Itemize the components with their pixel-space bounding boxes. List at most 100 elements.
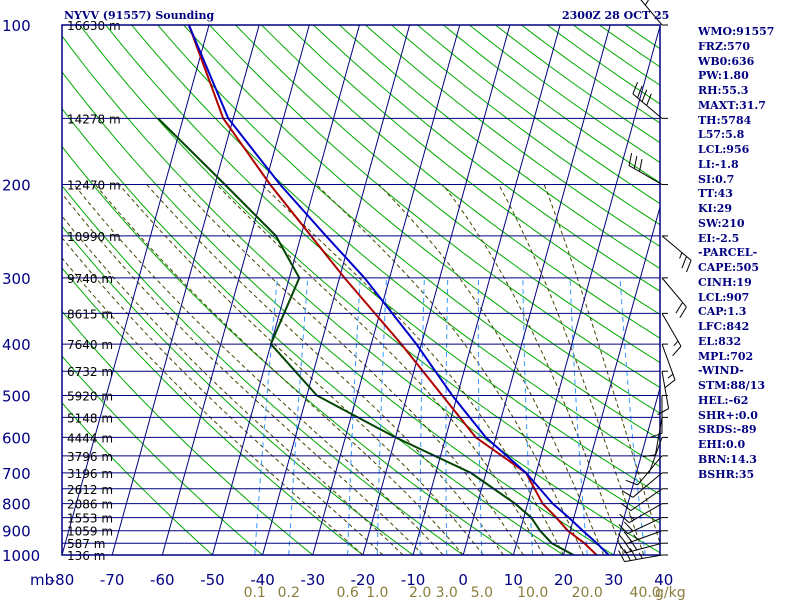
index-item: LI:-1.8 [698,157,739,171]
mixing-ratio-label: 5.0 [471,585,493,600]
mixing-ratio-line [376,277,387,555]
pressure-tick-label: 1000 [2,547,40,565]
wind-barb [640,0,668,26]
mixing-ratio-line [419,277,425,555]
temp-tick-label: 40 [654,571,673,589]
moist-adiabat-line [146,184,504,555]
height-label: 12470 m [67,179,121,193]
index-item: WB0:636 [698,54,755,68]
isotherm-line [111,25,260,555]
height-label: 1059 m [67,525,113,539]
pressure-tick-label: 400 [2,336,31,354]
mixing-ratio-label: 0.2 [278,585,300,600]
isotherm-line [312,25,461,555]
barb-staff [648,437,663,474]
index-item: CAP:1.3 [698,305,747,319]
index-item: WMO:91557 [698,25,775,38]
wind-barb [618,548,668,563]
barb-flag [644,0,649,6]
height-label: 10990 m [67,230,121,244]
wind-barb [661,312,682,357]
wind-barb [649,394,668,438]
isotherm-line [563,205,660,555]
wind-barb [661,343,676,389]
plot-frame [61,24,661,556]
index-item: SI:0.7 [698,172,735,186]
pressure-tick-label: 100 [2,17,31,35]
index-item: L57:5.8 [698,128,745,142]
index-item: CINH:19 [698,275,752,289]
barb-flag [624,549,631,561]
index-item: -WIND- [698,364,744,378]
barb-half-flag [679,252,683,259]
barb-flag [633,156,638,169]
moist-adiabat-line [118,184,484,555]
isotherm-line [262,25,411,555]
moist-adiabat-line [543,184,660,545]
pressure-tick-label: 500 [2,387,31,405]
moist-adiabat-line [498,184,645,555]
wind-barb [628,153,668,186]
barb-flag [623,531,633,543]
height-label: 3196 m [67,467,113,481]
wind-barb [619,503,668,524]
index-item: SRDS:-89 [698,423,757,437]
barb-flag [641,89,648,102]
barb-staff [661,235,692,261]
station-title: NYVV (91557) Sounding [64,9,215,22]
index-item: SW:210 [698,216,745,230]
index-item: EI:-2.5 [698,231,740,245]
mixing-ratio-label: 0.1 [244,585,266,600]
temp-tick-label: 30 [604,571,623,589]
index-item: LCL:956 [698,143,750,156]
barb-flag [642,454,656,458]
barb-flag [618,550,626,562]
barb-staff [624,554,663,563]
stability-indices: WMO:91557 FRZ:570 WB0:636 PW:1.80 RH:55.3 MAX… [698,25,774,482]
isotherm-line [211,25,360,555]
wind-barbs [617,0,692,563]
index-item: PW:1.80 [698,69,749,83]
barb-staff [628,165,663,185]
barb-staff [661,313,682,347]
pressure-tick-label: 800 [2,496,31,514]
wind-barb [636,436,668,474]
barb-flag [618,524,628,534]
barb-staff [632,472,663,498]
height-label: 2086 m [67,498,113,512]
moist-adiabat-line [94,184,464,555]
barb-staff [661,277,687,308]
temp-tick-label: -40 [250,571,275,589]
barb-staff [630,488,663,511]
index-item: EL:832 [698,334,742,348]
obs-time: 2300Z 28 OCT 25 [562,9,670,22]
height-label: 7640 m [67,338,113,352]
index-item: TT:43 [698,187,733,201]
wind-barb [632,81,668,119]
index-item: MPL:702 [698,349,754,363]
index-item: TH:5784 [698,113,752,127]
pressure-tick-label: 300 [2,270,31,288]
barb-staff [654,417,663,455]
barb-half-flag [667,373,674,379]
index-item: LFC:842 [698,320,750,333]
barb-half-flag [638,552,643,559]
wind-barb [618,517,668,535]
profile-temperature [187,25,598,555]
mixing-ratio-line [288,277,309,555]
barb-flag [618,533,627,545]
pressure-unit-label: mb [30,571,54,589]
mixing-ratio-label: 0.6 [336,585,358,600]
isotherm-line [161,25,310,555]
barb-flag [672,345,682,357]
wind-barb [657,370,670,416]
barb-flag [625,479,638,486]
height-label: 9740 m [67,272,113,286]
barb-flag [628,153,633,166]
index-item: LCL:907 [698,290,750,304]
temp-tick-label: 20 [554,571,573,589]
profile-virtual-temperature [187,25,610,555]
index-item: EHI:0.0 [698,438,746,451]
temp-tick-label: -30 [301,571,326,589]
